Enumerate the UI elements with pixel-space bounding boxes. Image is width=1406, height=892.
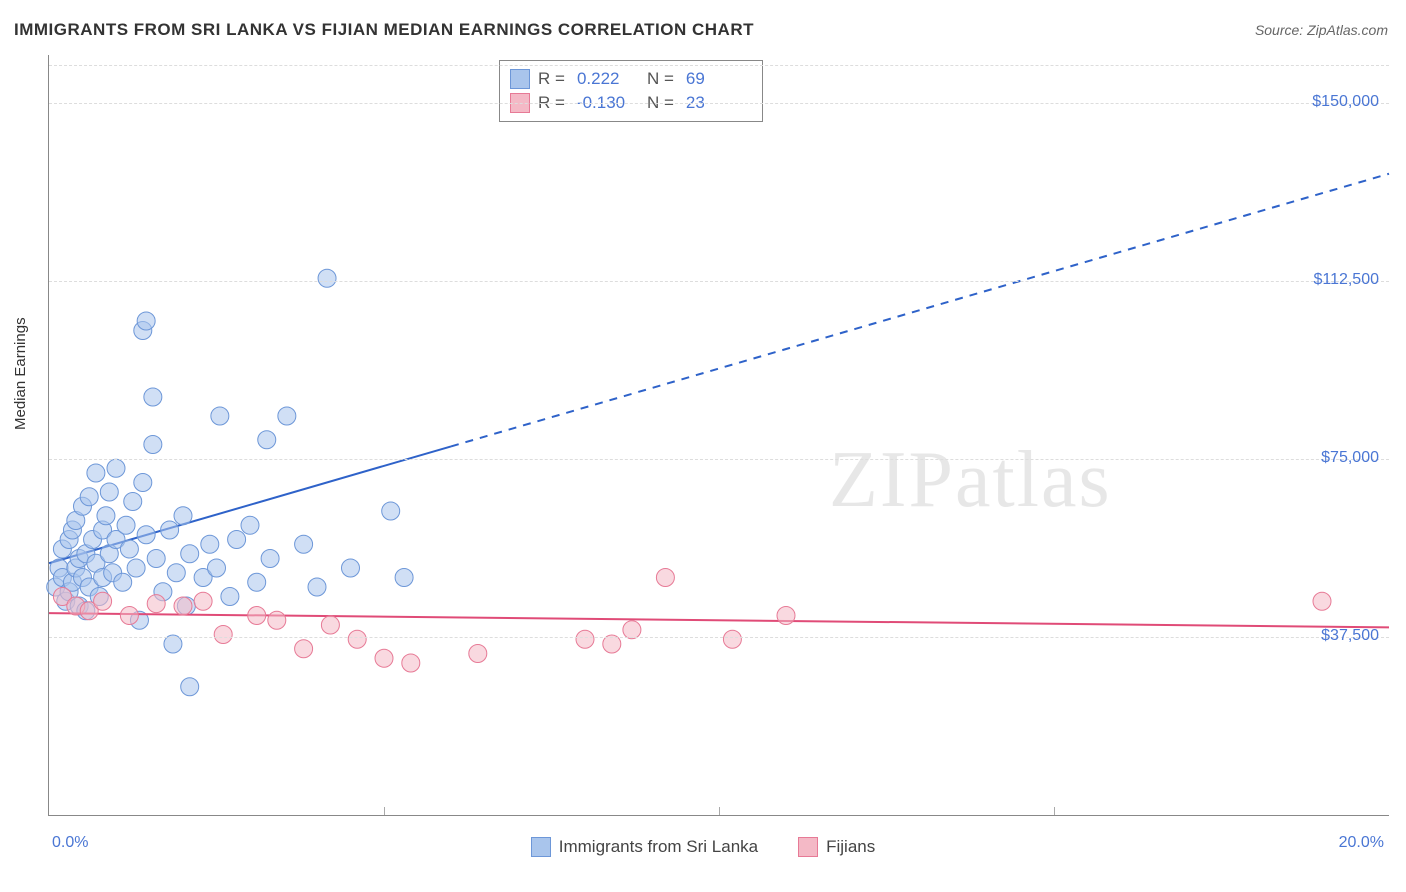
data-point — [124, 493, 142, 511]
data-point — [375, 649, 393, 667]
data-point — [94, 592, 112, 610]
x-tick — [384, 807, 385, 815]
plot-area: ZIPatlas R =0.222N =69R =-0.130N =23 $37… — [48, 55, 1389, 816]
data-point — [144, 436, 162, 454]
data-point — [211, 407, 229, 425]
data-point — [147, 595, 165, 613]
data-point — [342, 559, 360, 577]
data-point — [80, 488, 98, 506]
series-legend: Immigrants from Sri Lanka Fijians — [0, 837, 1406, 862]
data-point — [97, 507, 115, 525]
data-point — [214, 626, 232, 644]
data-point — [134, 474, 152, 492]
data-point — [308, 578, 326, 596]
data-point — [174, 507, 192, 525]
data-point — [1313, 592, 1331, 610]
data-point — [100, 483, 118, 501]
data-point — [318, 269, 336, 287]
data-point — [268, 611, 286, 629]
data-point — [144, 388, 162, 406]
data-point — [167, 564, 185, 582]
data-point — [137, 312, 155, 330]
data-point — [295, 535, 313, 553]
data-point — [137, 526, 155, 544]
gridline — [49, 103, 1389, 104]
data-point — [261, 550, 279, 568]
data-point — [395, 569, 413, 587]
data-point — [258, 431, 276, 449]
data-point — [147, 550, 165, 568]
data-point — [228, 531, 246, 549]
legend-swatch — [531, 837, 551, 857]
gridline — [49, 65, 1389, 66]
source-label: Source: ZipAtlas.com — [1255, 22, 1388, 38]
gridline — [49, 459, 1389, 460]
data-point — [576, 630, 594, 648]
y-tick-label: $37,500 — [1321, 627, 1379, 645]
data-point — [248, 607, 266, 625]
data-point — [208, 559, 226, 577]
data-point — [469, 645, 487, 663]
data-point — [161, 521, 179, 539]
series-legend-label: Fijians — [826, 837, 875, 857]
data-point — [321, 616, 339, 634]
data-point — [656, 569, 674, 587]
data-point — [248, 573, 266, 591]
legend-swatch — [798, 837, 818, 857]
series-legend-item: Immigrants from Sri Lanka — [531, 837, 758, 857]
data-point — [117, 516, 135, 534]
y-axis-label: Median Earnings — [12, 317, 29, 430]
series-legend-label: Immigrants from Sri Lanka — [559, 837, 758, 857]
data-point — [382, 502, 400, 520]
data-point — [241, 516, 259, 534]
data-point — [174, 597, 192, 615]
data-point — [723, 630, 741, 648]
y-tick-label: $75,000 — [1321, 449, 1379, 467]
gridline — [49, 637, 1389, 638]
data-point — [114, 573, 132, 591]
series-legend-item: Fijians — [798, 837, 875, 857]
data-point — [120, 540, 138, 558]
data-point — [402, 654, 420, 672]
data-point — [348, 630, 366, 648]
y-tick-label: $112,500 — [1313, 271, 1379, 289]
x-tick — [719, 807, 720, 815]
trend-line-dashed — [451, 174, 1389, 447]
data-point — [87, 464, 105, 482]
data-point — [181, 678, 199, 696]
data-point — [194, 592, 212, 610]
data-point — [295, 640, 313, 658]
data-point — [777, 607, 795, 625]
data-point — [107, 459, 125, 477]
data-point — [127, 559, 145, 577]
data-point — [120, 607, 138, 625]
data-point — [181, 545, 199, 563]
x-tick — [1054, 807, 1055, 815]
y-tick-label: $150,000 — [1312, 93, 1379, 111]
data-point — [278, 407, 296, 425]
chart-title: IMMIGRANTS FROM SRI LANKA VS FIJIAN MEDI… — [14, 20, 754, 40]
scatter-svg — [49, 55, 1389, 815]
data-point — [201, 535, 219, 553]
gridline — [49, 281, 1389, 282]
data-point — [221, 588, 239, 606]
